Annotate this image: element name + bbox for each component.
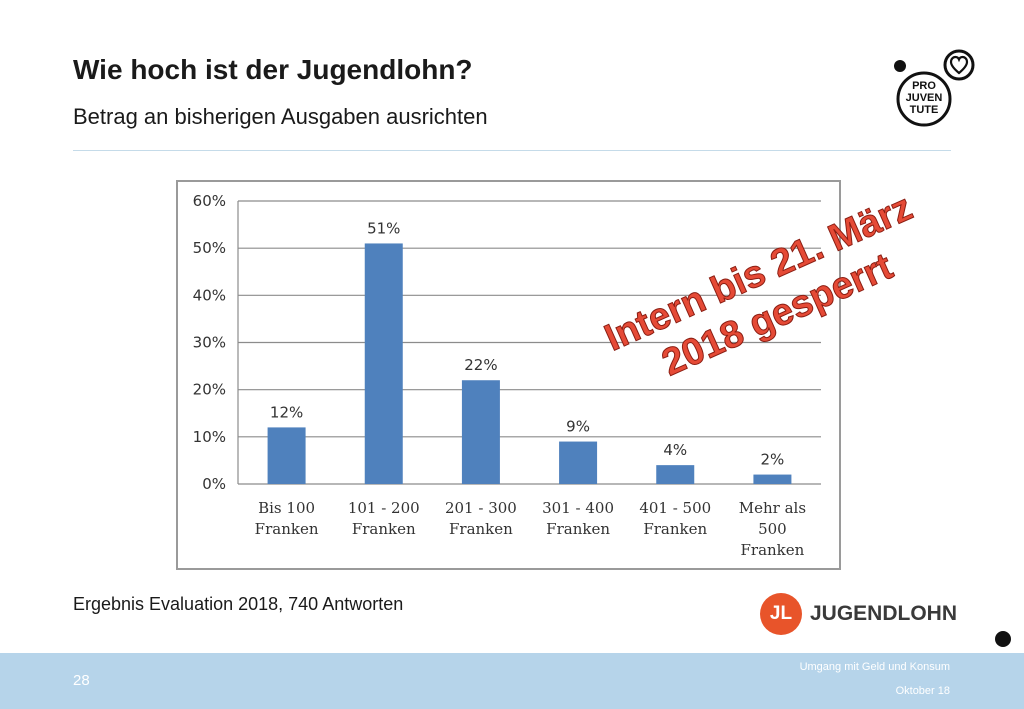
x-tick-label: 201 - 300: [445, 499, 517, 517]
jugendlohn-wordmark: JUGENDLOHN: [810, 602, 958, 625]
x-tick-label: Franken: [546, 520, 610, 538]
logo-text-2: JUVEN: [906, 92, 943, 104]
data-label: 9%: [566, 418, 590, 436]
bar: [267, 427, 306, 484]
footer-topic: Umgang mit Geld und Konsum: [799, 661, 950, 673]
bar: [461, 380, 500, 484]
logo-text-3: TUTE: [910, 104, 939, 116]
x-tick-label: 301 - 400: [542, 499, 614, 517]
x-tick-label: Bis 100: [258, 499, 315, 517]
projuventute-logo: PRO JUVEN TUTE: [894, 49, 975, 127]
title-divider: [73, 150, 951, 151]
y-tick-label: 40%: [193, 286, 226, 304]
y-tick-label: 60%: [193, 192, 226, 210]
bar: [656, 465, 695, 484]
logo-text-1: PRO: [912, 80, 936, 92]
x-tick-label: Franken: [741, 541, 805, 559]
jugendlohn-logo: JL JUGENDLOHN: [760, 593, 957, 635]
x-tick-label: Franken: [352, 520, 416, 538]
bar: [364, 243, 403, 484]
slide-subtitle: Betrag an bisherigen Ausgaben ausrichten: [73, 104, 488, 129]
x-tick-label: 500: [758, 520, 787, 538]
y-tick-label: 50%: [193, 239, 226, 257]
x-tick-label: Mehr als: [739, 499, 806, 517]
footer-date: Oktober 18: [895, 685, 950, 697]
jl-initials-badge: JL: [760, 593, 802, 635]
data-label: 22%: [464, 356, 497, 374]
y-tick-label: 0%: [202, 475, 226, 493]
data-label: 12%: [270, 403, 303, 421]
decorative-dot-icon: [995, 631, 1011, 647]
data-label: 4%: [663, 441, 687, 459]
logo-bubble-icon: [943, 49, 975, 81]
x-tick-label: Franken: [449, 520, 513, 538]
slide-title: Wie hoch ist der Jugendlohn?: [73, 54, 473, 85]
heart-icon: [949, 55, 969, 75]
chart-caption: Ergebnis Evaluation 2018, 740 Antworten: [73, 594, 404, 614]
footer-bar: [0, 653, 1024, 709]
logo-dot-icon: [894, 60, 906, 72]
x-tick-label: 101 - 200: [348, 499, 420, 517]
y-tick-label: 30%: [193, 334, 226, 352]
chart-frame: [176, 180, 841, 570]
logo-circle-icon: [896, 71, 952, 127]
y-tick-label: 10%: [193, 428, 226, 446]
x-tick-label: Franken: [643, 520, 707, 538]
data-label: 51%: [367, 219, 400, 237]
bar: [559, 441, 598, 484]
bar: [753, 474, 792, 484]
page-number: 28: [73, 672, 90, 689]
x-tick-label: 401 - 500: [639, 499, 711, 517]
bar-chart: 0% 10% 20% 30% 40% 50% 60% 12% Bis 100 Franken 51%…: [193, 192, 821, 559]
y-tick-label: 20%: [193, 381, 226, 399]
data-label: 2%: [761, 451, 785, 469]
x-tick-label: Franken: [255, 520, 319, 538]
